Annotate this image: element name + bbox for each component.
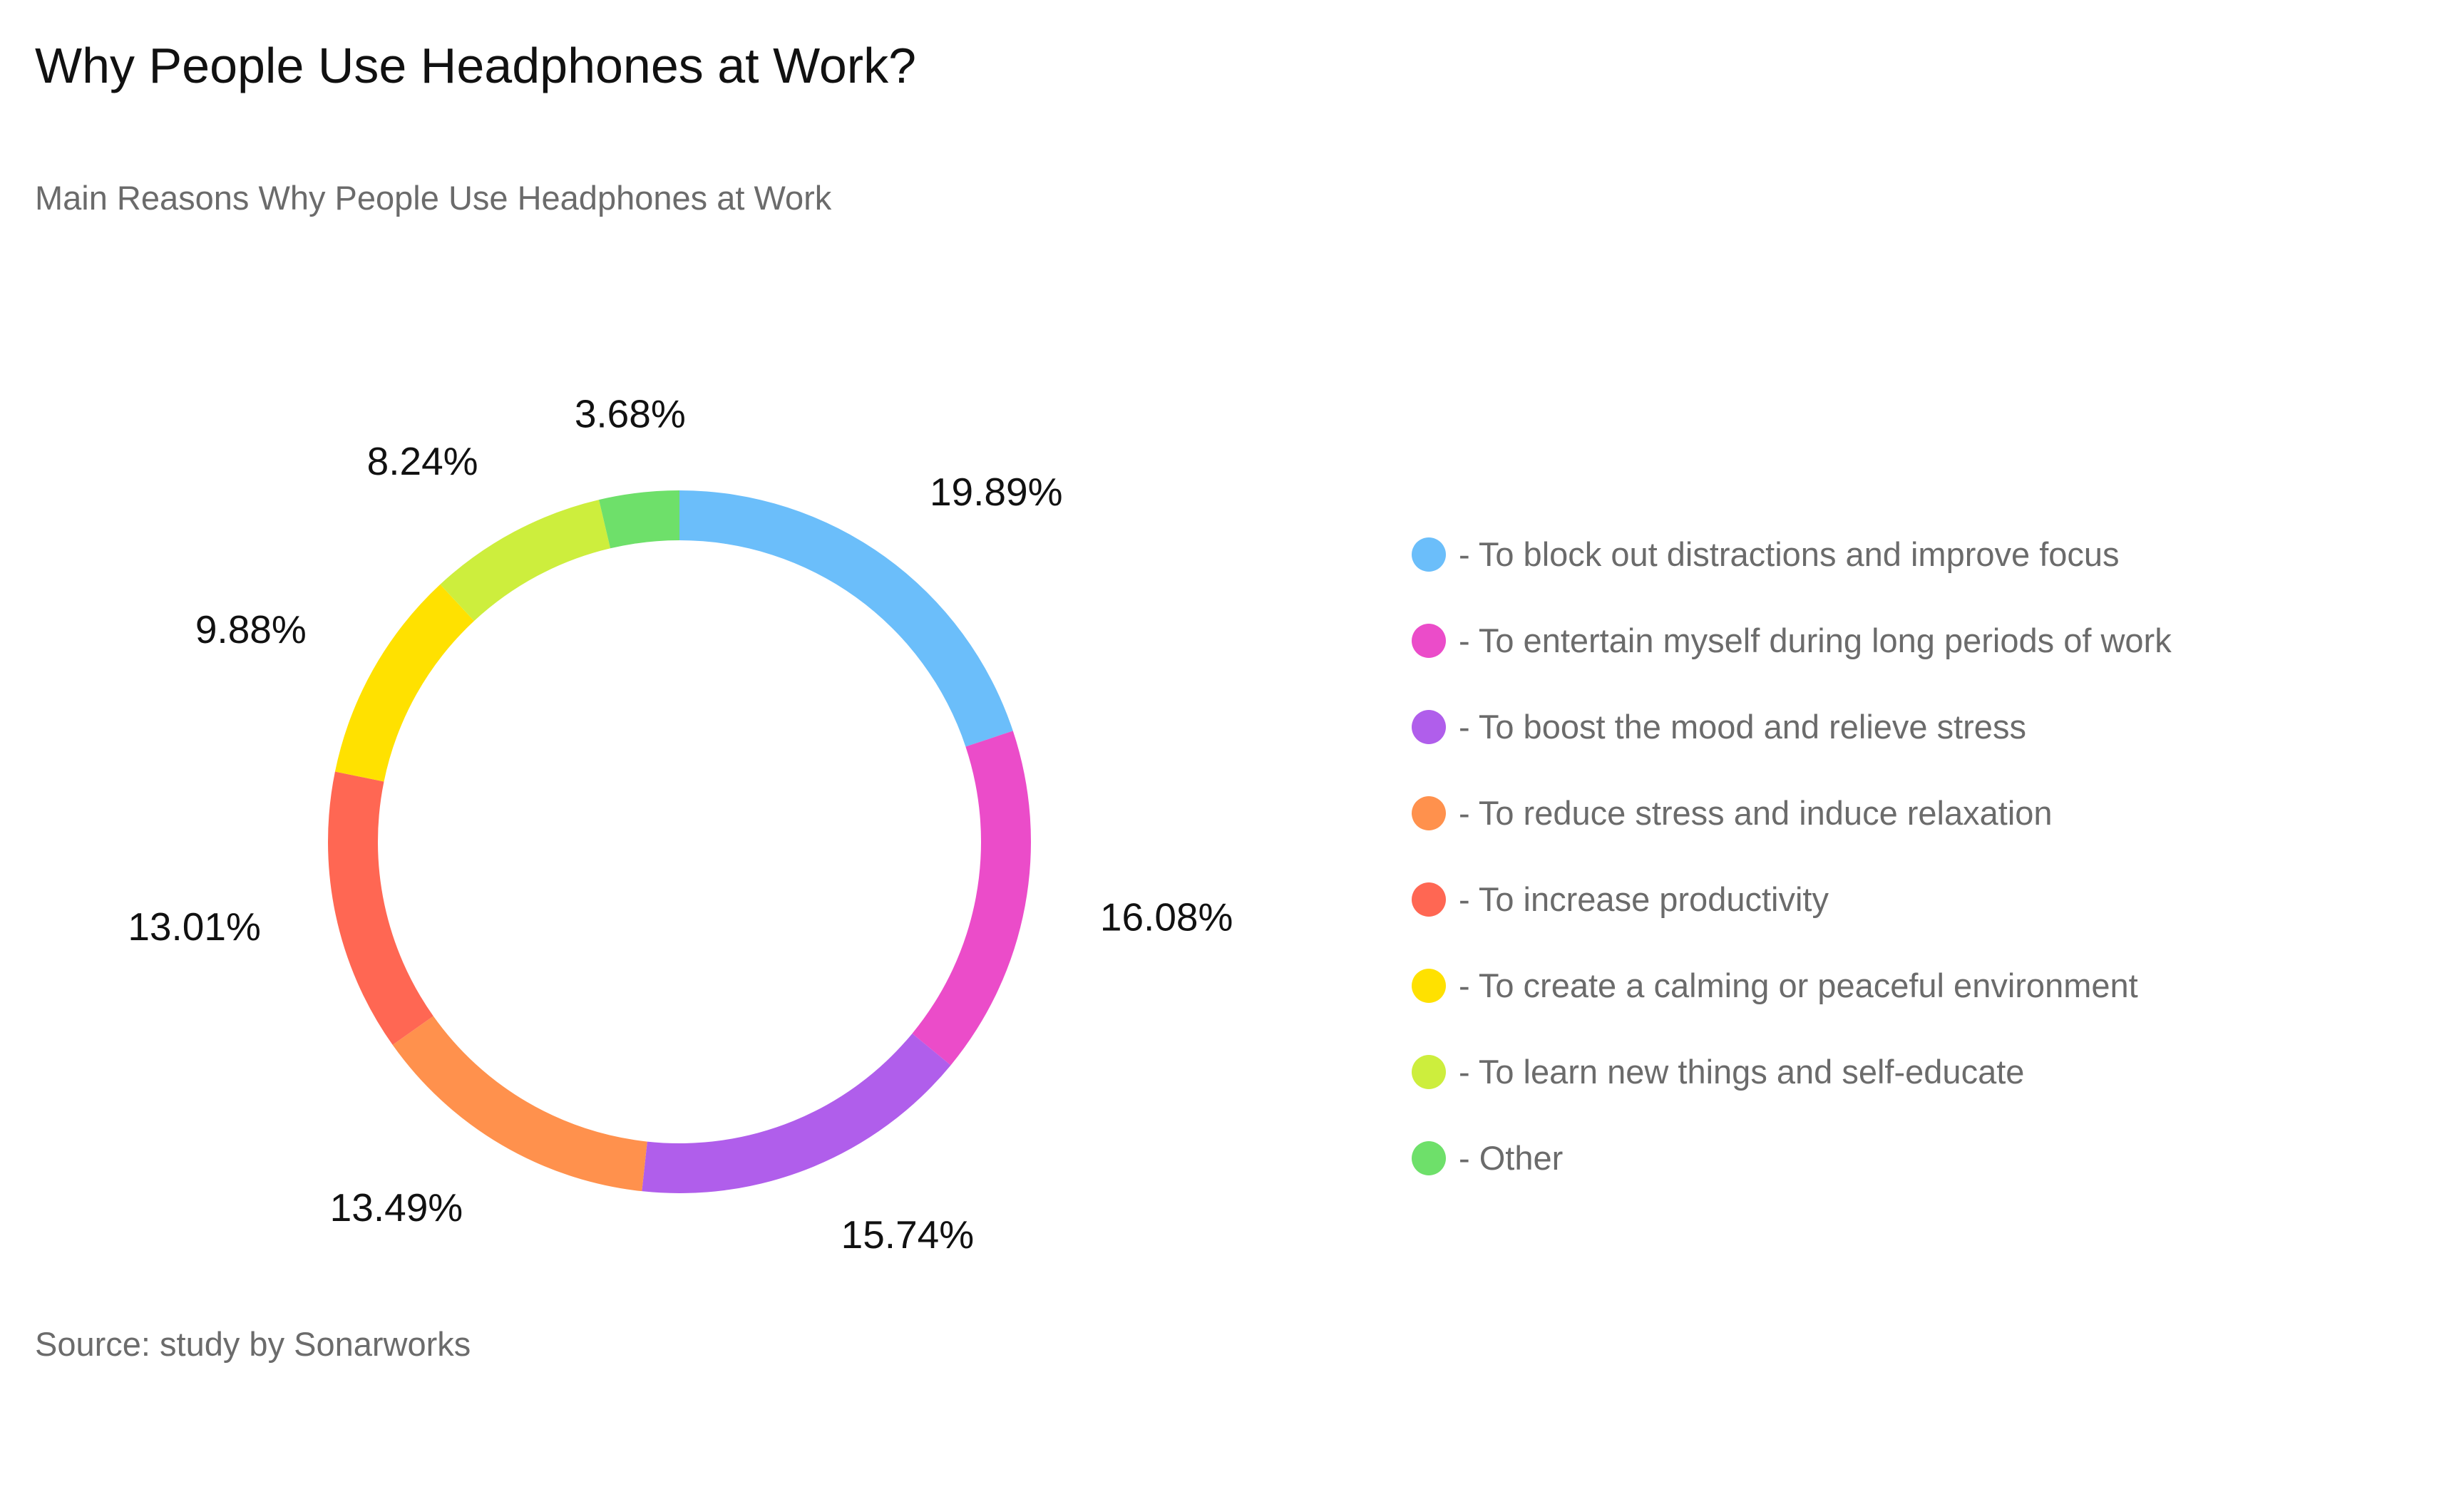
donut-slice — [392, 1016, 647, 1192]
donut-slice — [642, 1033, 951, 1193]
legend-color-dot — [1412, 882, 1446, 917]
legend-color-dot — [1412, 968, 1446, 1003]
slice-value-label: 3.68% — [575, 392, 686, 436]
slice-value-label: 9.88% — [195, 607, 307, 651]
slice-value-label: 19.89% — [930, 470, 1063, 514]
legend-label: - To reduce stress and induce relaxation — [1459, 794, 2053, 832]
chart-title: Why People Use Headphones at Work? — [35, 38, 917, 93]
slice-value-label: 13.01% — [128, 905, 261, 949]
slice-value-label: 13.49% — [330, 1185, 463, 1230]
legend-color-dot — [1412, 1140, 1446, 1175]
legend-label: - To increase productivity — [1459, 880, 1829, 918]
legend-label: - To entertain myself during long period… — [1459, 622, 2172, 659]
donut-chart: 19.89% 16.08% 15.74% 13.49% 13.01% 9.88% 8.24%… — [128, 392, 1233, 1257]
legend-label: - To create a calming or peaceful enviro… — [1459, 967, 2138, 1004]
slice-value-label: 16.08% — [1100, 895, 1233, 939]
source-note: Source: study by Sonarworks — [35, 1325, 471, 1363]
donut-slice — [599, 490, 679, 549]
donut-slice — [912, 731, 1031, 1066]
legend-item: - To learn new things and self-educate — [1412, 1029, 2172, 1115]
legend-label: - To block out distractions and improve … — [1459, 535, 2120, 573]
slice-value-label: 8.24% — [367, 439, 478, 483]
donut-slice — [679, 490, 1013, 747]
donut-slice — [440, 500, 611, 622]
legend-item: - To block out distractions and improve … — [1412, 511, 2172, 597]
chart-subtitle: Main Reasons Why People Use Headphones a… — [35, 179, 832, 217]
legend-label: - To learn new things and self-educate — [1459, 1053, 2025, 1091]
legend-color-dot — [1412, 709, 1446, 744]
legend-color-dot — [1412, 1054, 1446, 1089]
legend-item: - Other — [1412, 1115, 2172, 1201]
legend-item: - To entertain myself during long period… — [1412, 597, 2172, 684]
donut-slice — [334, 584, 475, 782]
donut-slice — [327, 771, 433, 1045]
legend-label: - To boost the mood and relieve stress — [1459, 708, 2026, 746]
legend-item: - To reduce stress and induce relaxation — [1412, 770, 2172, 856]
legend-item: - To create a calming or peaceful enviro… — [1412, 942, 2172, 1029]
legend-item: - To boost the mood and relieve stress — [1412, 684, 2172, 770]
chart-legend: - To block out distractions and improve … — [1412, 511, 2172, 1201]
legend-item: - To increase productivity — [1412, 856, 2172, 942]
slice-value-label: 15.74% — [841, 1212, 975, 1257]
legend-color-dot — [1412, 537, 1446, 572]
legend-color-dot — [1412, 795, 1446, 830]
legend-label: - Other — [1459, 1139, 1564, 1177]
legend-color-dot — [1412, 623, 1446, 658]
